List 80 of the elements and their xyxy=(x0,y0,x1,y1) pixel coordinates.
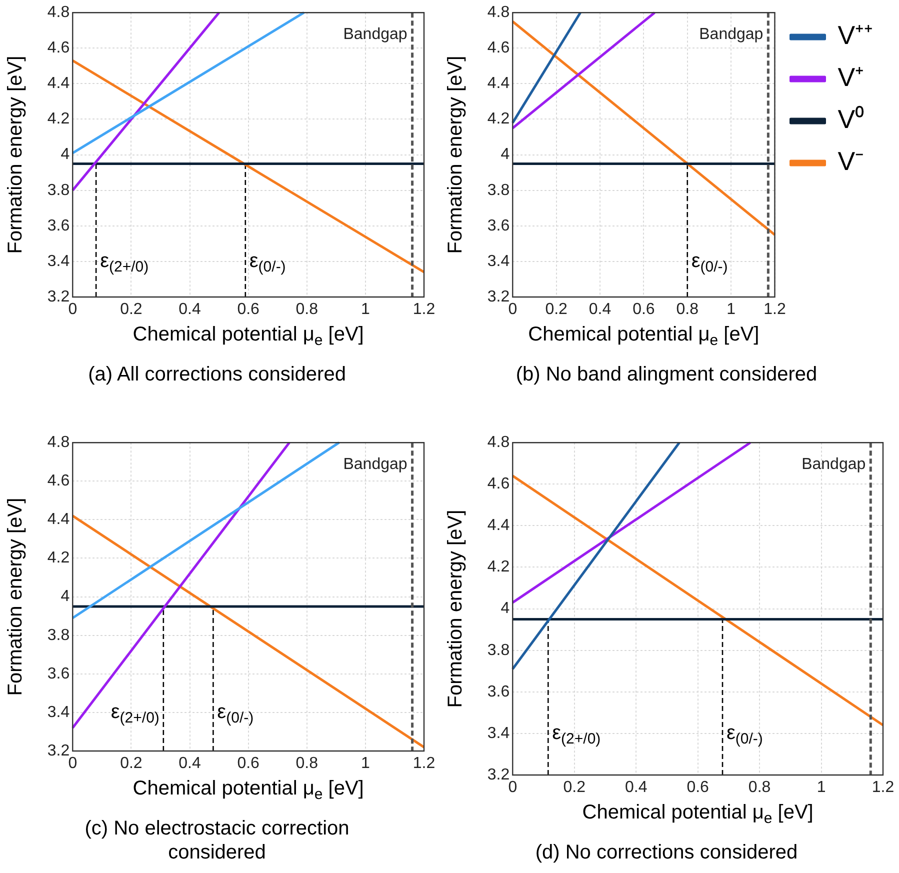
y-tick-label: 4.4 xyxy=(487,517,510,534)
x-tick-label: 0 xyxy=(68,301,78,318)
x-tick-label: 0 xyxy=(508,301,518,318)
y-tick-label: 4 xyxy=(60,588,70,606)
x-tick-label: 0.4 xyxy=(588,301,612,318)
y-tick-label: 4.4 xyxy=(47,511,70,528)
y-tick-label: 4.8 xyxy=(47,434,70,452)
x-tick-label: 0.4 xyxy=(178,301,201,318)
y-tick-label: 4.4 xyxy=(47,75,70,92)
y-axis-title: Formation energy [eV] xyxy=(444,510,467,708)
x-tick-label: 0.6 xyxy=(237,755,260,772)
x-tick-label: 0.2 xyxy=(120,755,142,772)
ref-line-label: Bandgap xyxy=(802,456,866,474)
y-tick-label: 3.8 xyxy=(47,626,70,644)
y-tick-label: 4.2 xyxy=(487,110,510,128)
y-tick-label: 4.2 xyxy=(487,558,510,576)
text: (a) All corrections considered xyxy=(88,364,346,386)
x-tick-label: 1.2 xyxy=(412,755,436,772)
x-tick-label: 0.4 xyxy=(178,755,201,772)
legend-label: V⁰ xyxy=(838,104,864,134)
x-tick-label: 1.2 xyxy=(872,779,894,796)
ref-line-label: Bandgap xyxy=(343,456,408,474)
y-tick-label: 4.4 xyxy=(487,75,510,92)
x-tick-label: 0 xyxy=(68,755,78,772)
y-axis-title: Formation energy [eV] xyxy=(4,56,27,254)
y-tick-label: 3.4 xyxy=(487,724,510,742)
y-tick-label: 3.2 xyxy=(487,288,510,306)
y-tick-label: 4 xyxy=(500,146,510,164)
y-tick-label: 3.4 xyxy=(47,704,70,721)
y-tick-label: 3.4 xyxy=(47,252,70,270)
legend-label: V⁺ xyxy=(838,62,864,92)
x-tick-label: 1 xyxy=(726,301,736,318)
y-tick-label: 4.8 xyxy=(487,434,510,452)
x-tick-label: 1 xyxy=(816,779,826,796)
x-tick-label: 0.8 xyxy=(748,779,771,796)
y-tick-label: 4.6 xyxy=(487,40,510,57)
y-tick-label: 4.8 xyxy=(487,4,510,22)
x-tick-label: 0.2 xyxy=(545,301,568,318)
y-tick-label: 3.6 xyxy=(487,683,510,700)
y-tick-label: 4.2 xyxy=(47,550,70,567)
x-tick-label: 1 xyxy=(360,301,370,318)
y-tick-label: 4.2 xyxy=(47,110,70,128)
x-tick-label: 0.8 xyxy=(296,301,318,318)
y-axis-title: Formation energy [eV] xyxy=(4,498,27,696)
y-tick-label: 3.2 xyxy=(47,742,70,760)
y-tick-label: 4.6 xyxy=(47,472,70,490)
x-tick-label: 1.2 xyxy=(412,301,436,318)
x-tick-label: 0.8 xyxy=(676,301,699,318)
text: (d) No corrections considered xyxy=(535,842,798,864)
y-tick-label: 3.4 xyxy=(487,252,510,270)
y-tick-label: 3.8 xyxy=(487,642,510,659)
y-tick-label: 4 xyxy=(60,146,70,164)
y-tick-label: 3.8 xyxy=(47,182,70,199)
y-tick-label: 4.8 xyxy=(47,4,70,22)
y-tick-label: 4.6 xyxy=(47,40,70,57)
x-tick-label: 1 xyxy=(360,755,370,772)
y-axis-title: Formation energy [eV] xyxy=(444,56,467,254)
y-tick-label: 3.2 xyxy=(487,766,510,784)
x-tick-label: 0.6 xyxy=(237,301,260,318)
ref-line-label: Bandgap xyxy=(343,26,408,44)
y-tick-label: 4.6 xyxy=(487,476,510,493)
x-tick-label: 0.2 xyxy=(563,779,586,796)
ref-line-label: Bandgap xyxy=(699,26,764,44)
y-tick-label: 3.6 xyxy=(47,665,70,682)
x-tick-label: 0.4 xyxy=(624,779,648,796)
x-tick-label: 0 xyxy=(508,779,518,796)
x-tick-label: 0.6 xyxy=(632,301,655,318)
y-tick-label: 4 xyxy=(500,600,510,618)
legend-label: V⁻ xyxy=(838,146,864,176)
x-tick-label: 1.2 xyxy=(764,301,786,318)
text: (b) No band alingment considered xyxy=(516,364,818,386)
legend-label: V⁺⁺ xyxy=(838,20,874,50)
text: (c) No electrostacic correction considered xyxy=(84,818,350,864)
y-tick-label: 3.6 xyxy=(47,217,70,234)
y-tick-label: 3.6 xyxy=(487,217,510,234)
x-tick-label: 0.2 xyxy=(120,301,142,318)
x-tick-label: 0.6 xyxy=(686,779,710,796)
x-tick-label: 0.8 xyxy=(296,755,318,772)
y-tick-label: 3.8 xyxy=(487,182,510,199)
y-tick-label: 3.2 xyxy=(47,288,70,306)
